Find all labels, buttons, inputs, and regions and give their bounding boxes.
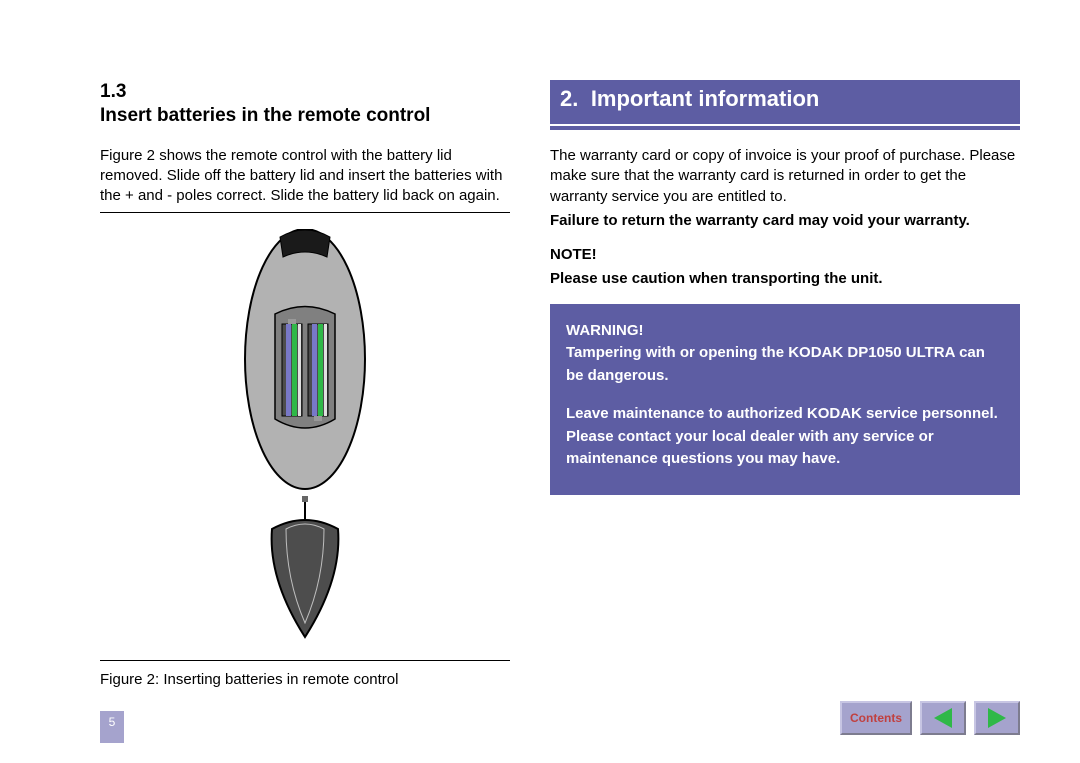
- figure-caption: Figure 2: Inserting batteries in remote …: [100, 671, 510, 688]
- left-column: 1.3 Insert batteries in the remote contr…: [100, 80, 510, 683]
- banner-number: 2.: [560, 86, 578, 111]
- contents-label: Contents: [850, 711, 902, 725]
- right-column: 2. Important information The warranty ca…: [550, 80, 1020, 683]
- section-2-banner: 2. Important information: [550, 80, 1020, 124]
- figure-2: [100, 223, 510, 654]
- divider-bottom: [100, 660, 510, 661]
- heading-number: 1.3: [100, 80, 136, 104]
- warranty-paragraph: The warranty card or copy of invoice is …: [550, 146, 1020, 207]
- prev-page-button[interactable]: [920, 701, 966, 735]
- note-text: Please use caution when transporting the…: [550, 269, 1020, 289]
- page-number: 5: [100, 711, 124, 743]
- banner-title: Important information: [591, 86, 820, 111]
- warning-box: WARNING! Tampering with or opening the K…: [550, 304, 1020, 495]
- warning-label: WARNING!: [566, 322, 644, 339]
- nav-buttons: Contents: [840, 701, 1020, 735]
- banner-underline: [550, 126, 1020, 130]
- arrow-right-icon: [988, 708, 1006, 728]
- note-label: NOTE!: [550, 245, 1020, 265]
- remote-control-diagram: [220, 229, 390, 649]
- section-heading-1-3: 1.3 Insert batteries in the remote contr…: [100, 80, 510, 128]
- contents-button[interactable]: Contents: [840, 701, 912, 735]
- heading-text: Insert batteries in the remote control: [100, 104, 470, 128]
- next-page-button[interactable]: [974, 701, 1020, 735]
- warranty-bold: Failure to return the warranty card may …: [550, 211, 1020, 231]
- warning-p1: Tampering with or opening the KODAK DP10…: [566, 344, 985, 384]
- section-body: Figure 2 shows the remote control with t…: [100, 146, 510, 207]
- divider: [100, 212, 510, 213]
- warning-p2: Leave maintenance to authorized KODAK se…: [566, 403, 1004, 471]
- arrow-left-icon: [934, 708, 952, 728]
